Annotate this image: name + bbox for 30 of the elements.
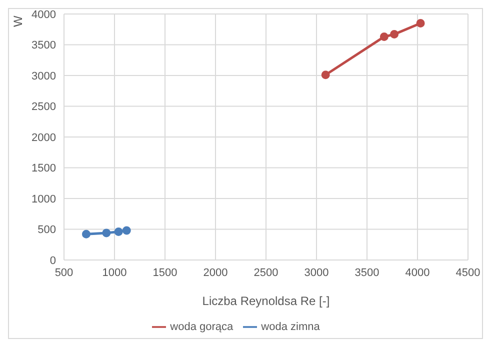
y-tick-label: 1000 xyxy=(32,193,56,206)
point xyxy=(102,228,111,238)
y-tick-label: 1500 xyxy=(32,162,56,175)
point xyxy=(380,32,388,42)
point xyxy=(114,227,123,236)
x-tick-label: 3000 xyxy=(304,266,329,279)
y-tick-label: 3000 xyxy=(32,70,56,82)
x-tick-label: 4500 xyxy=(456,266,480,279)
x-tick-label: 2000 xyxy=(203,266,228,279)
x-tick-label: 1000 xyxy=(102,266,127,279)
point xyxy=(122,226,131,235)
x-tick-label: 500 xyxy=(54,266,74,279)
x-tick-label: 4000 xyxy=(405,266,430,279)
x-tick-label: 1500 xyxy=(152,266,178,279)
y-tick-label: 4000 xyxy=(32,8,56,21)
point xyxy=(390,30,399,39)
y-tick-label: 2000 xyxy=(32,132,56,144)
x-tick-label: 2500 xyxy=(254,266,278,279)
point xyxy=(416,18,425,28)
y-tick-label: 3500 xyxy=(32,40,56,52)
point xyxy=(321,70,330,80)
y-tick-label: 500 xyxy=(38,224,56,236)
x-tick-label: 3500 xyxy=(354,266,380,279)
x-axis-title: Liczba Reynoldsa Re [-] xyxy=(202,294,330,308)
y-tick-label: 2500 xyxy=(32,101,56,114)
legend-label: woda zimna xyxy=(261,320,320,333)
y-tick-label: 0 xyxy=(50,254,56,267)
point xyxy=(82,230,90,238)
legend-label: woda gorąca xyxy=(170,320,234,333)
y-axis-title: W xyxy=(11,16,25,27)
